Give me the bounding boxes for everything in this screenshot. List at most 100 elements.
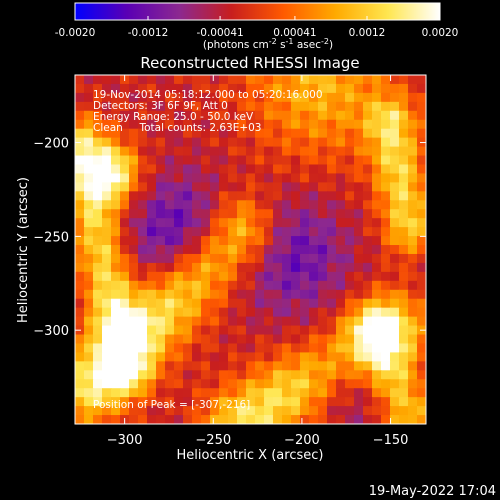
heatmap-pixel xyxy=(165,218,175,228)
heatmap-pixel xyxy=(408,370,418,380)
heatmap-pixel xyxy=(129,245,139,255)
heatmap-pixel xyxy=(264,155,274,166)
heatmap-pixel xyxy=(399,325,409,336)
heatmap-pixel xyxy=(354,236,364,246)
heatmap-pixel xyxy=(84,83,94,94)
heatmap-pixel xyxy=(327,343,337,354)
heatmap-pixel xyxy=(255,218,265,228)
heatmap-pixel xyxy=(246,316,256,327)
heatmap-pixel xyxy=(417,262,426,273)
heatmap-pixel xyxy=(390,271,400,282)
heatmap-pixel xyxy=(291,361,301,371)
heatmap-pixel xyxy=(381,200,391,210)
heatmap-pixel xyxy=(201,227,211,237)
heatmap-pixel xyxy=(399,137,409,148)
heatmap-pixel xyxy=(165,397,175,407)
heatmap-pixel xyxy=(147,307,157,318)
heatmap-pixel xyxy=(255,155,265,166)
heatmap-pixel xyxy=(381,343,391,354)
heatmap-pixel xyxy=(327,146,337,157)
heatmap-pixel xyxy=(264,146,274,157)
heatmap-pixel xyxy=(417,191,426,201)
heatmap-pixel xyxy=(183,361,193,371)
heatmap-pixel xyxy=(219,245,229,255)
heatmap-pixel xyxy=(219,307,229,318)
heatmap-pixel xyxy=(300,227,310,237)
heatmap-pixel xyxy=(165,334,175,345)
heatmap-pixel xyxy=(408,316,418,327)
heatmap-pixel xyxy=(75,75,85,85)
heatmap-pixel xyxy=(381,191,391,201)
heatmap-pixel xyxy=(183,137,193,148)
heatmap-pixel xyxy=(156,406,166,416)
heatmap-pixel xyxy=(75,334,85,345)
heatmap-pixel xyxy=(273,334,283,345)
heatmap-pixel xyxy=(372,245,382,255)
heatmap-pixel xyxy=(336,92,346,103)
heatmap-pixel xyxy=(156,271,166,282)
heatmap-pixel xyxy=(336,155,346,166)
heatmap-pixel xyxy=(111,415,121,424)
heatmap-pixel xyxy=(345,182,355,192)
heatmap-pixel xyxy=(264,352,274,362)
heatmap-pixel xyxy=(300,83,310,94)
heatmap-pixel xyxy=(363,370,373,380)
heatmap-pixel xyxy=(165,307,175,318)
heatmap-pixel xyxy=(309,245,319,255)
heatmap-pixel xyxy=(138,200,148,210)
heatmap-pixel xyxy=(84,218,94,228)
heatmap-pixel xyxy=(111,92,121,103)
heatmap-pixel xyxy=(102,101,112,112)
heatmap-pixel xyxy=(210,298,220,309)
heatmap-pixel xyxy=(255,334,265,345)
y-tick-label: −250 xyxy=(33,230,69,245)
heatmap-pixel xyxy=(138,379,148,389)
heatmap-pixel xyxy=(417,397,426,407)
heatmap-pixel xyxy=(174,119,184,130)
heatmap-pixel xyxy=(246,245,256,255)
heatmap-pixel xyxy=(156,227,166,237)
heatmap-pixel xyxy=(408,137,418,148)
heatmap-pixel xyxy=(291,92,301,103)
heatmap-pixel xyxy=(300,245,310,255)
heatmap-pixel xyxy=(174,370,184,380)
heatmap-pixel xyxy=(75,218,85,228)
heatmap-pixel xyxy=(219,253,229,264)
heatmap-pixel xyxy=(129,128,139,139)
heatmap-pixel xyxy=(201,236,211,246)
heatmap-pixel xyxy=(300,191,310,201)
heatmap-pixel xyxy=(300,370,310,380)
heatmap-pixel xyxy=(219,137,229,148)
heatmap-pixel xyxy=(138,343,148,354)
heatmap-pixel xyxy=(354,110,364,121)
heatmap-pixel xyxy=(228,191,238,201)
heatmap-pixel xyxy=(390,406,400,416)
heatmap-pixel xyxy=(399,119,409,130)
heatmap-pixel xyxy=(192,298,202,309)
heatmap-pixel xyxy=(129,101,139,112)
heatmap-pixel xyxy=(201,119,211,130)
heatmap-pixel xyxy=(111,253,121,264)
heatmap-pixel xyxy=(228,236,238,246)
heatmap-pixel xyxy=(183,218,193,228)
heatmap-pixel xyxy=(318,101,328,112)
heatmap-pixel xyxy=(147,397,157,407)
heatmap-pixel xyxy=(183,191,193,201)
heatmap-pixel xyxy=(399,271,409,282)
heatmap-pixel xyxy=(93,379,103,389)
heatmap-pixel xyxy=(273,227,283,237)
heatmap-pixel xyxy=(255,388,265,398)
heatmap-pixel xyxy=(129,110,139,121)
heatmap-pixel xyxy=(291,334,301,345)
heatmap-pixel xyxy=(327,316,337,327)
heatmap-pixel xyxy=(93,397,103,407)
heatmap-pixel xyxy=(309,289,319,300)
heatmap-pixel xyxy=(318,289,328,300)
heatmap-pixel xyxy=(273,164,283,175)
heatmap-pixel xyxy=(210,101,220,112)
heatmap-pixel xyxy=(327,379,337,389)
heatmap-pixel xyxy=(255,146,265,157)
heatmap-pixel xyxy=(120,209,130,219)
heatmap-pixel xyxy=(255,128,265,139)
heatmap-pixel xyxy=(372,173,382,183)
